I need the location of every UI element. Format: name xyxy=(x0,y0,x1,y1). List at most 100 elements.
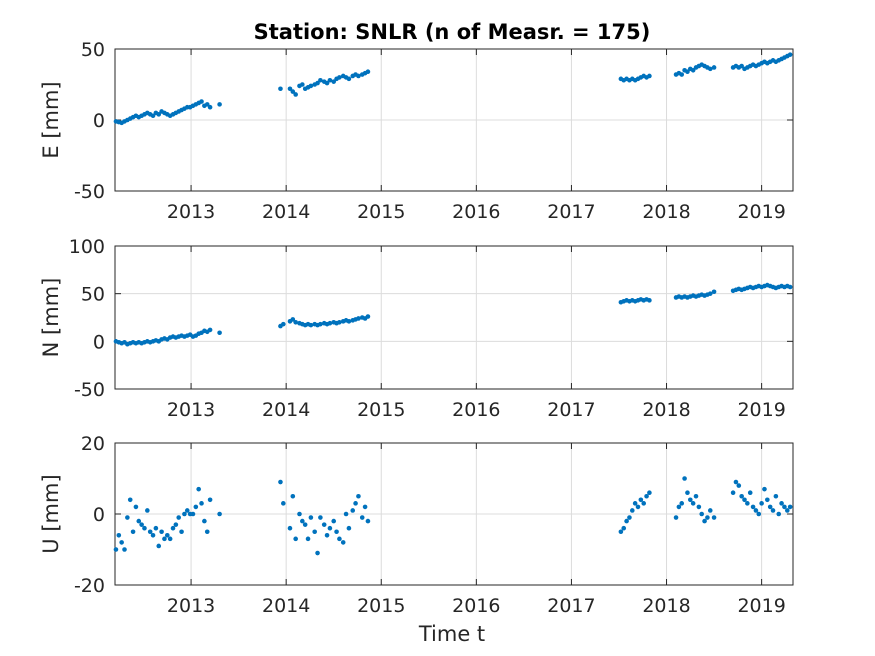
data-point xyxy=(696,504,702,510)
data-point xyxy=(173,522,179,527)
x-tick-label: 2016 xyxy=(452,399,500,421)
data-point xyxy=(318,515,323,520)
data-point xyxy=(647,298,652,303)
data-point xyxy=(170,525,176,531)
y-tick-label: 0 xyxy=(93,331,105,353)
data-point xyxy=(618,529,624,535)
data-point xyxy=(153,525,159,531)
data-point xyxy=(130,529,136,535)
data-point xyxy=(199,501,204,506)
data-point xyxy=(321,522,327,527)
data-point xyxy=(773,493,779,499)
data-point xyxy=(632,501,638,506)
data-point xyxy=(162,536,167,542)
y-tick-label: -50 xyxy=(74,181,105,203)
data-point xyxy=(125,515,130,520)
x-tick-label: 2017 xyxy=(547,399,595,421)
data-point xyxy=(182,511,187,517)
data-point xyxy=(638,497,644,503)
data-point xyxy=(787,52,793,57)
data-point xyxy=(302,522,308,527)
y-tick-label: -50 xyxy=(74,379,105,401)
data-point xyxy=(165,533,170,538)
data-point xyxy=(204,102,210,107)
chart-title: Station: SNLR (n of Measr. = 175) xyxy=(254,20,651,44)
data-point xyxy=(150,533,156,538)
data-point xyxy=(179,529,184,535)
data-point xyxy=(331,518,337,524)
data-point xyxy=(145,508,150,513)
data-point xyxy=(784,508,790,513)
data-point xyxy=(300,518,305,524)
y-tick-label: 0 xyxy=(93,110,105,132)
data-point xyxy=(699,511,705,517)
data-point xyxy=(308,515,314,520)
data-point xyxy=(742,497,747,503)
data-point xyxy=(365,314,371,319)
data-point xyxy=(733,479,739,485)
data-point xyxy=(217,330,222,336)
x-tick-label: 2019 xyxy=(737,595,785,617)
axes-frame-north xyxy=(114,245,794,390)
data-point xyxy=(707,66,713,72)
x-tick-label: 2018 xyxy=(642,201,690,223)
data-point xyxy=(350,508,356,513)
x-tick-label: 2016 xyxy=(452,595,500,617)
data-point xyxy=(122,547,127,552)
data-point xyxy=(627,515,632,520)
data-point xyxy=(365,518,371,524)
data-point xyxy=(647,490,652,496)
data-point xyxy=(641,501,647,506)
data-point xyxy=(278,86,283,92)
data-point xyxy=(136,518,142,524)
x-tick-label: 2017 xyxy=(547,595,595,617)
y-tick-label: 100 xyxy=(69,236,105,258)
data-point xyxy=(337,536,342,542)
y-axis-label-up: U [mm] xyxy=(39,474,63,553)
data-point xyxy=(204,529,210,535)
data-point xyxy=(331,79,337,84)
data-point xyxy=(673,515,679,520)
data-point xyxy=(707,508,713,513)
axes-border-up xyxy=(114,442,794,586)
data-point xyxy=(287,525,293,531)
data-point xyxy=(702,518,707,524)
data-point xyxy=(308,83,314,89)
panel-north: 2013 2014 2015 2016 2017 2018 2019 -50 0 50 100 N [… xyxy=(39,236,794,421)
y-tick-label: 50 xyxy=(81,39,105,61)
data-point xyxy=(346,319,352,324)
data-point xyxy=(116,533,122,538)
data-point xyxy=(315,80,320,86)
data-point xyxy=(682,476,687,481)
data-point xyxy=(690,68,696,73)
data-point xyxy=(199,99,204,104)
panel-east: 2013 2014 2015 2016 2017 2018 2019 -50 0 50 E [mm] xyxy=(39,39,794,223)
data-point xyxy=(782,504,787,510)
data-point xyxy=(356,316,361,321)
data-point xyxy=(327,320,333,326)
x-tick-label: 2017 xyxy=(547,201,595,223)
data-point xyxy=(113,547,119,552)
data-point xyxy=(679,72,685,77)
data-point xyxy=(207,497,213,503)
data-point xyxy=(770,508,776,513)
data-point xyxy=(119,540,124,545)
data-point xyxy=(629,508,635,513)
y-tick-label: 0 xyxy=(93,504,105,526)
data-point xyxy=(202,518,207,524)
y-tick-label: -20 xyxy=(74,575,105,597)
data-point xyxy=(621,525,627,531)
data-point xyxy=(207,327,213,333)
data-point xyxy=(290,89,296,94)
data-point xyxy=(776,511,782,517)
data-point xyxy=(693,493,699,499)
x-tick-label: 2019 xyxy=(737,399,785,421)
x-axis-label: Time t xyxy=(418,622,485,646)
data-point xyxy=(362,504,368,510)
x-tick-label: 2014 xyxy=(262,399,310,421)
data-point xyxy=(217,511,222,517)
data-point xyxy=(147,529,153,535)
data-point xyxy=(690,501,696,506)
data-point xyxy=(293,92,298,97)
data-point xyxy=(759,501,764,506)
